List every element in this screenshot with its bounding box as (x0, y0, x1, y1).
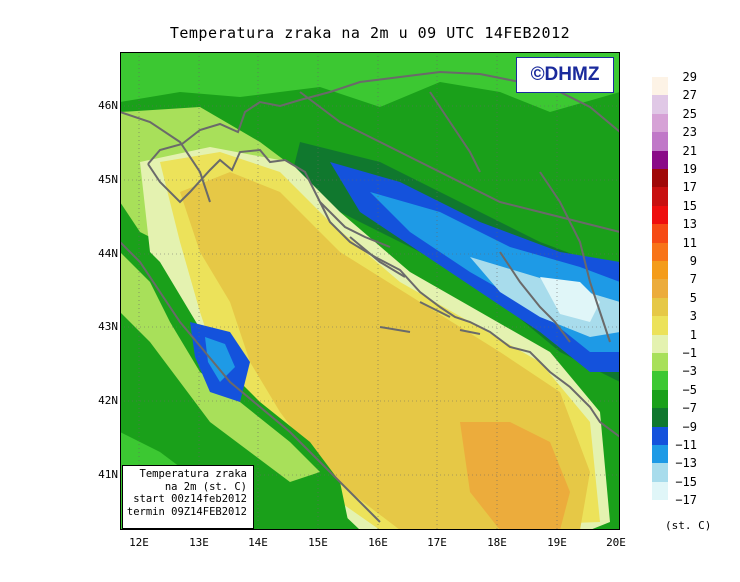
legend-label: −11 (675, 438, 697, 452)
legend-swatch (652, 224, 668, 243)
temperature-map (120, 52, 620, 530)
legend-label: 19 (682, 162, 697, 176)
legend-label: −1 (682, 346, 697, 360)
legend-label: −15 (675, 474, 697, 489)
legend-label: 27 (682, 88, 697, 103)
lon-label-17e: 17E (427, 536, 447, 549)
legend-label: 5 (689, 290, 697, 305)
legend-swatch (652, 169, 668, 188)
lon-label-15e: 15E (308, 536, 328, 549)
legend-swatch (652, 389, 668, 409)
info-line-valid-time: termin 09Z14FEB2012 (126, 505, 247, 518)
legend-swatch (652, 371, 668, 390)
field-sea-orange (460, 422, 570, 530)
lat-label-43n: 43N (98, 320, 118, 333)
legend-swatch (652, 481, 668, 501)
info-line-variable: Temperatura zraka (139, 468, 247, 480)
legend-label: 7 (689, 272, 697, 287)
legend-label: −7 (682, 401, 697, 416)
legend-unit: (st. C) (665, 519, 712, 532)
legend-swatch (652, 187, 668, 206)
lat-label-44n: 44N (98, 247, 118, 260)
legend-label: −17 (675, 493, 697, 508)
legend-swatch (652, 408, 668, 427)
lon-label-13e: 13E (189, 536, 209, 549)
map-title: Temperatura zraka na 2m u 09 UTC 14FEB20… (169, 24, 571, 42)
lon-label-12e: 12E (129, 536, 149, 549)
legend-label: 13 (682, 217, 697, 232)
lat-label-45n: 45N (98, 173, 118, 186)
legend-swatch (652, 150, 668, 169)
legend-label: 29 (682, 70, 697, 84)
legend-label: −13 (675, 456, 697, 471)
info-line-level-unit: na 2m (st. C) (164, 480, 247, 493)
legend-label: 15 (682, 198, 697, 213)
legend-swatch (652, 95, 668, 114)
run-info-box: Temperatura zraka na 2m (st. C) start 00… (122, 465, 254, 529)
legend-label: −3 (682, 364, 697, 379)
lon-label-18e: 18E (487, 536, 507, 549)
legend-swatch (652, 334, 668, 353)
lat-label-46n: 46N (98, 99, 118, 112)
legend-label: −5 (682, 382, 697, 397)
legend-swatch (652, 426, 668, 445)
map-frame (120, 52, 620, 530)
info-line-start: start 00z14feb2012 (133, 493, 247, 505)
legend-label: 1 (689, 327, 697, 342)
legend-label: 11 (682, 235, 697, 250)
legend-swatch (652, 205, 668, 225)
legend-label: 17 (682, 180, 697, 195)
lon-label-16e: 16E (368, 536, 388, 549)
legend-label: 23 (682, 125, 697, 140)
field-light-green-north (120, 52, 620, 112)
dhmz-logo: ©DHMZ (516, 57, 614, 93)
legend-swatch (652, 353, 668, 372)
field-italy-lightblue (205, 337, 235, 382)
legend-swatch (652, 463, 668, 482)
legend-label: 25 (682, 106, 697, 121)
lon-label-14e: 14E (248, 536, 268, 549)
legend-label: 21 (682, 143, 697, 158)
field-pale-patch-2 (540, 277, 600, 322)
lat-label-42n: 42N (98, 394, 118, 407)
legend-swatch (652, 77, 668, 96)
lon-label-19e: 19E (547, 536, 567, 549)
legend-label: 3 (689, 309, 697, 324)
legend-label: −9 (682, 419, 697, 434)
lat-label-41n: 41N (98, 468, 118, 481)
legend-swatch (652, 297, 668, 317)
legend-swatch (652, 261, 668, 280)
legend-swatch (652, 279, 668, 298)
legend-label: 9 (689, 254, 697, 268)
lon-label-20e: 20E (606, 536, 626, 549)
legend-swatch (652, 316, 668, 335)
legend-swatch (652, 445, 668, 464)
lat-lon-grid (120, 52, 620, 530)
legend-swatch (652, 242, 668, 261)
legend-swatch (652, 132, 668, 151)
field-italy-pale (120, 252, 320, 482)
legend-swatch (652, 113, 668, 133)
